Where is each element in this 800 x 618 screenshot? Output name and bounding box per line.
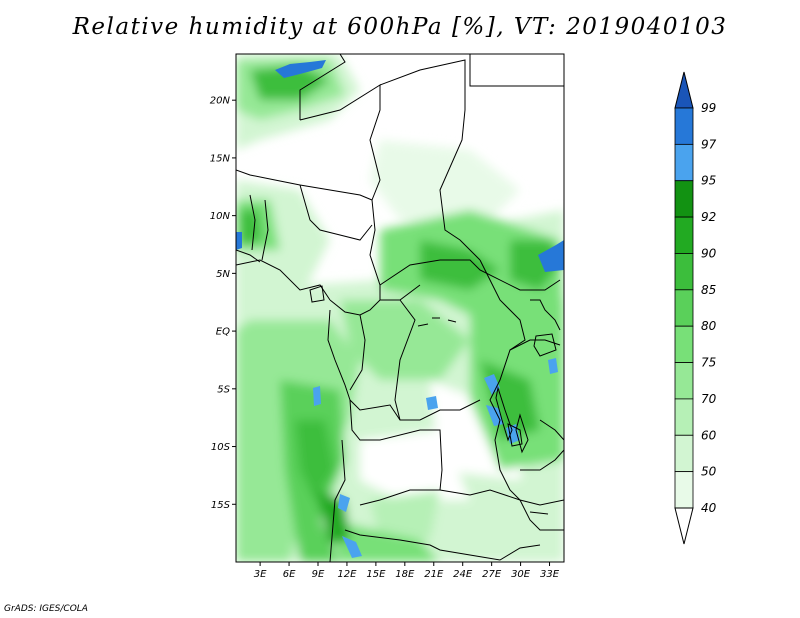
colorbar-label: 40 (701, 501, 717, 515)
lon-tick-label: 33E (540, 569, 560, 580)
colorbar-top-arrow (674, 71, 694, 109)
colorbar-label: 92 (701, 210, 716, 224)
country-borders (236, 54, 564, 562)
colorbar-band (674, 398, 694, 436)
lat-tick-label: 20N (210, 96, 231, 107)
colorbar-band (674, 362, 694, 400)
colorbar-band (674, 253, 694, 291)
map-title: Relative humidity at 600hPa [%], VT: 201… (72, 14, 728, 40)
lat-tick-label: EQ (216, 327, 230, 338)
lat-tick-label: 15N (210, 153, 231, 164)
colorbar-label: 90 (701, 246, 717, 260)
lon-tick-label: 3E (254, 569, 267, 580)
lon-tick-label: 18E (395, 569, 415, 580)
lat-tick-label: 5N (216, 269, 230, 280)
lakes (309, 285, 557, 515)
lon-tick-label: 9E (312, 569, 325, 580)
lat-tick-label: 5S (217, 384, 230, 395)
colorbar-bottom-arrow (674, 507, 694, 545)
saturation-patches (236, 60, 564, 558)
colorbar-band (674, 107, 694, 145)
lat-tick-label: 10S (211, 442, 231, 453)
colorbar-label: 97 (701, 137, 717, 151)
colorbar-label: 50 (701, 465, 717, 479)
colorbar-label: 85 (701, 283, 716, 297)
colorbar: 99 97 95 92 90 85 80 75 70 60 50 40 (674, 71, 717, 545)
colorbar-band (674, 325, 694, 363)
lon-tick-label: 30E (511, 569, 531, 580)
colorbar-band (674, 216, 694, 254)
colorbar-band (674, 180, 694, 218)
colorbar-label: 75 (701, 356, 716, 370)
colorbar-band (674, 289, 694, 327)
lat-tick-label: 15S (211, 500, 231, 511)
humidity-field (236, 54, 564, 562)
lon-tick-label: 12E (337, 569, 357, 580)
lon-tick-label: 24E (453, 569, 473, 580)
lon-tick-label: 15E (366, 569, 386, 580)
lon-tick-label: 6E (283, 569, 296, 580)
colorbar-band (674, 471, 694, 509)
lon-tick-label: 27E (482, 569, 502, 580)
colorbar-label: 70 (701, 392, 717, 406)
lat-tick-label: 10N (210, 211, 231, 222)
colorbar-label: 60 (701, 428, 717, 442)
colorbar-label: 95 (701, 174, 716, 188)
colorbar-label: 99 (701, 101, 716, 115)
latitude-axis: 20N 15N 10N 5N EQ 5S 10S 15S (210, 96, 236, 511)
colorbar-band (674, 434, 694, 473)
grads-credit: GrADS: IGES/COLA (4, 604, 88, 614)
longitude-axis: 3E 6E 9E 12E 15E 18E 21E 24E 27E 30E 33E (254, 562, 560, 580)
map-frame (235, 53, 565, 563)
colorbar-band (674, 143, 694, 182)
lon-tick-label: 21E (424, 569, 444, 580)
colorbar-label: 80 (701, 319, 717, 333)
